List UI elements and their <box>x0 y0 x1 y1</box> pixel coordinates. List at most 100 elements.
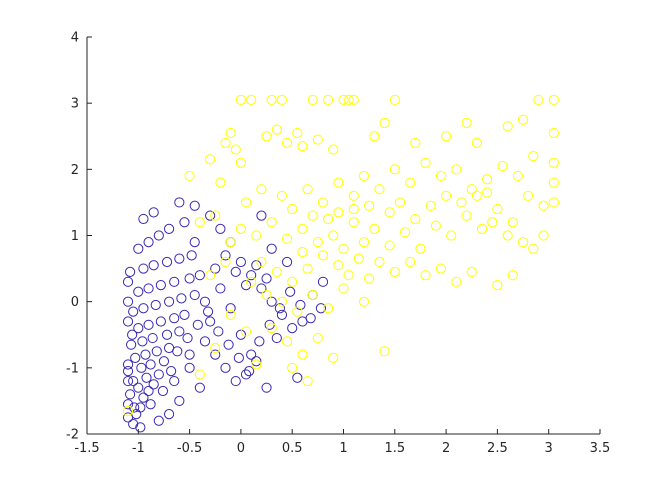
data-point <box>471 190 482 201</box>
data-point <box>151 346 162 357</box>
data-point <box>169 276 180 287</box>
data-point <box>137 336 148 347</box>
data-point <box>233 352 244 364</box>
data-point <box>281 256 293 268</box>
data-point <box>271 332 282 344</box>
data-point <box>225 303 236 314</box>
data-point <box>169 375 180 387</box>
data-point <box>220 250 231 261</box>
y-tick-label: 3 <box>71 97 79 112</box>
data-point <box>235 223 246 234</box>
data-point <box>145 399 156 410</box>
data-point <box>358 170 370 182</box>
data-point <box>471 137 482 148</box>
data-point <box>379 346 390 357</box>
x-tick-label: 3.5 <box>590 441 611 456</box>
data-point <box>147 332 158 344</box>
data-point <box>548 127 559 139</box>
data-point <box>492 280 503 291</box>
data-point <box>256 283 267 294</box>
data-point <box>281 137 293 148</box>
data-point <box>186 250 197 261</box>
data-point <box>246 270 257 281</box>
data-point <box>210 263 221 274</box>
data-point <box>163 223 175 234</box>
data-point <box>430 220 441 231</box>
data-point <box>143 283 154 294</box>
data-point <box>446 230 457 241</box>
data-point <box>415 243 426 254</box>
data-point <box>244 366 255 377</box>
x-tick-label: -0.5 <box>177 441 202 456</box>
data-point <box>266 94 277 105</box>
data-point <box>410 137 421 148</box>
points-layer <box>122 94 559 433</box>
data-point <box>213 326 224 337</box>
data-point <box>507 270 518 281</box>
data-point <box>153 415 164 426</box>
data-point <box>507 217 518 228</box>
data-point <box>487 217 498 228</box>
data-point <box>492 203 503 215</box>
data-point <box>135 422 146 433</box>
data-point <box>240 197 252 208</box>
data-point <box>548 157 559 168</box>
data-point <box>502 121 513 132</box>
data-point <box>215 223 226 234</box>
data-point <box>374 256 385 268</box>
data-point <box>353 253 364 264</box>
data-point <box>369 223 380 234</box>
data-point <box>315 303 327 314</box>
data-point <box>292 127 303 139</box>
data-point <box>333 177 344 188</box>
data-point <box>394 197 406 208</box>
data-point <box>215 177 226 188</box>
data-point <box>384 207 395 218</box>
data-point <box>163 409 175 420</box>
data-point <box>307 289 318 301</box>
data-point <box>266 217 277 228</box>
data-point <box>122 296 134 307</box>
data-point <box>528 243 539 254</box>
data-point <box>420 270 431 281</box>
data-point <box>482 174 493 185</box>
y-tick-label: 0 <box>71 295 79 310</box>
y-tick-label: 2 <box>71 163 79 178</box>
data-point <box>136 362 147 373</box>
data-point <box>538 230 549 241</box>
data-point <box>199 336 211 347</box>
data-point <box>338 283 349 294</box>
x-tick-label: 2.5 <box>487 441 508 456</box>
x-tick-label: 0 <box>237 441 245 456</box>
data-point <box>285 286 296 297</box>
data-point <box>343 94 354 105</box>
data-point <box>194 217 205 228</box>
data-point <box>261 131 272 142</box>
x-tick-label: 2 <box>442 441 450 456</box>
data-point <box>323 213 334 225</box>
data-point <box>348 203 359 215</box>
data-point <box>292 372 303 383</box>
data-point <box>205 154 216 165</box>
data-point <box>153 369 164 380</box>
data-point <box>138 263 149 274</box>
data-point <box>348 190 359 201</box>
data-point <box>220 362 231 373</box>
y-ticks: -2 -1 0 1 2 3 4 <box>66 31 92 443</box>
data-point <box>389 266 400 277</box>
data-point <box>202 306 214 317</box>
data-point <box>122 276 134 287</box>
series-0 <box>122 197 329 433</box>
y-tick-label: 4 <box>71 31 79 46</box>
data-point <box>240 280 252 291</box>
data-point <box>307 94 318 105</box>
data-point <box>194 382 205 393</box>
data-point <box>176 293 187 304</box>
data-point <box>287 203 298 215</box>
data-point <box>150 299 161 311</box>
data-point <box>158 356 170 367</box>
data-point <box>246 349 257 360</box>
data-point <box>384 240 395 251</box>
data-point <box>343 270 354 281</box>
data-point <box>122 366 134 377</box>
